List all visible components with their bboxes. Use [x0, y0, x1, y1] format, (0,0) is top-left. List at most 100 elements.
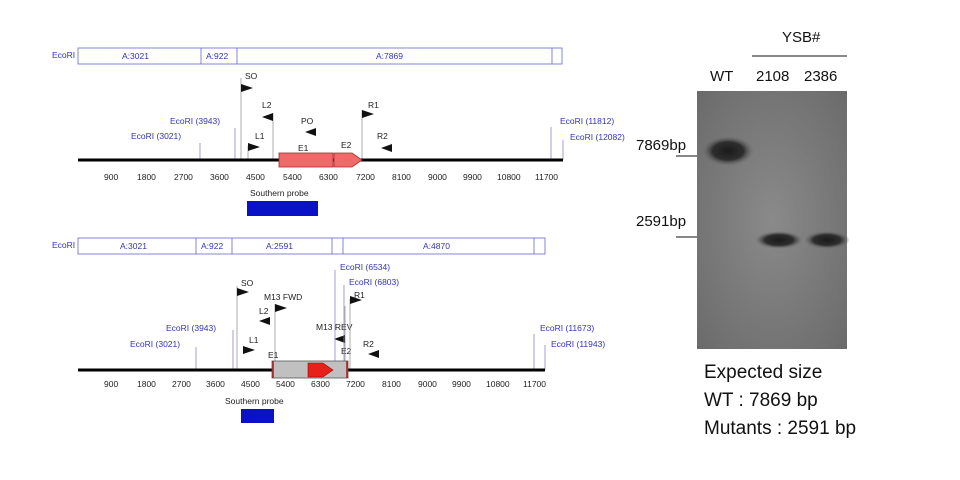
map2-probe-label: Southern probe [225, 396, 284, 406]
map2-site: EcoRI (3021) [130, 339, 180, 349]
svg-text:R2: R2 [363, 339, 374, 349]
note-wt: WT : 7869 bp [704, 390, 818, 411]
primer-l2: L2 [259, 306, 270, 325]
map1-exon-box [278, 152, 334, 168]
primer-m13-rev: M13 REV [316, 306, 353, 370]
svg-text:L1: L1 [249, 335, 259, 345]
map2-fragment-bar [77, 237, 546, 255]
expected-size-note: Expected size WT : 7869 bp Mutants : 259… [704, 359, 856, 443]
note-title: Expected size [704, 362, 823, 383]
gel-image [697, 91, 847, 349]
primer-r2: R2 [363, 339, 379, 358]
svg-text:4500: 4500 [246, 172, 265, 182]
map2-site: EcoRI (11943) [551, 339, 605, 349]
svg-text:9000: 9000 [418, 379, 437, 389]
svg-text:10800: 10800 [486, 379, 510, 389]
gel-lane-label: WT [710, 68, 733, 85]
svg-text:L2: L2 [259, 306, 269, 316]
map1-southern-probe [247, 201, 318, 216]
gel-band-wt [702, 136, 754, 166]
map2-site: EcoRI (3943) [166, 323, 216, 333]
map2-enzyme-label: EcoRI [52, 240, 75, 250]
svg-text:3600: 3600 [206, 379, 225, 389]
svg-text:6300: 6300 [319, 172, 338, 182]
exon-label-e2: E2 [341, 140, 352, 150]
svg-text:7200: 7200 [356, 172, 375, 182]
svg-text:L1: L1 [255, 131, 265, 141]
map2-fragment: A:3021 [120, 241, 147, 251]
svg-text:4500: 4500 [241, 379, 260, 389]
svg-text:SO: SO [241, 278, 254, 288]
primer-l1: L1 [243, 335, 259, 354]
mutant-map: EcoRI A:3021 A:922 A:2591 A:4870 SO M13 … [52, 237, 605, 423]
wildtype-map: EcoRI A:3021 A:922 A:7869 SO L2 L1 PO [52, 47, 625, 216]
map2-site: EcoRI (6534) [340, 262, 390, 272]
map2-axis-ticks: 900 1800 2700 3600 4500 5400 6300 7200 8… [104, 379, 546, 389]
svg-text:M13 FWD: M13 FWD [264, 292, 302, 302]
exon-label-e1: E1 [298, 143, 309, 153]
svg-text:11700: 11700 [535, 172, 558, 182]
exon-label-e2: E2 [341, 346, 352, 356]
map1-site: EcoRI (11812) [560, 116, 614, 126]
svg-text:8100: 8100 [392, 172, 411, 182]
svg-text:2700: 2700 [172, 379, 191, 389]
svg-text:1800: 1800 [137, 379, 156, 389]
svg-text:L2: L2 [262, 100, 272, 110]
map2-site: EcoRI (6803) [349, 277, 399, 287]
southern-blot-gel: YSB# WT 2108 2386 7869bp 2591bp [636, 29, 850, 349]
svg-text:R1: R1 [368, 100, 379, 110]
map1-probe-label: Southern probe [250, 188, 309, 198]
svg-text:5400: 5400 [276, 379, 295, 389]
svg-text:900: 900 [104, 172, 118, 182]
primer-r1: R1 [349, 290, 365, 370]
primer-r2: R2 [377, 131, 392, 152]
primer-l2: L2 [262, 100, 274, 160]
map1-site: EcoRI (3021) [131, 131, 181, 141]
svg-text:3600: 3600 [210, 172, 229, 182]
exon-label-e1: E1 [268, 350, 279, 360]
map1-exon-arrow [333, 152, 363, 168]
svg-text:900: 900 [104, 379, 118, 389]
map1-fragment: A:922 [206, 51, 228, 61]
gel-marker-label: 7869bp [636, 137, 686, 154]
map1-fragment: A:3021 [122, 51, 149, 61]
map1-axis-ticks: 900 1800 2700 3600 4500 5400 6300 7200 8… [104, 172, 558, 182]
svg-text:R1: R1 [354, 290, 365, 300]
gel-lane-label: 2108 [756, 68, 789, 85]
gel-marker-label: 2591bp [636, 213, 686, 230]
primer-so: SO [236, 278, 254, 370]
map1-enzyme-label: EcoRI [52, 50, 75, 60]
gel-band-2108 [755, 231, 803, 249]
primer-l1: L1 [247, 131, 265, 160]
svg-text:2700: 2700 [174, 172, 193, 182]
svg-text:1800: 1800 [137, 172, 156, 182]
svg-text:6300: 6300 [311, 379, 330, 389]
primer-so: SO [240, 71, 258, 160]
svg-text:10800: 10800 [497, 172, 521, 182]
primer-r1: R1 [361, 100, 379, 160]
map2-fragment: A:922 [201, 241, 223, 251]
svg-text:7200: 7200 [346, 379, 365, 389]
gel-band-2386 [804, 231, 850, 249]
map1-site: EcoRI (12082) [570, 132, 625, 142]
svg-text:M13 REV: M13 REV [316, 322, 353, 332]
primer-po: PO [301, 116, 316, 136]
svg-text:8100: 8100 [382, 379, 401, 389]
svg-text:9000: 9000 [428, 172, 447, 182]
gel-group-label: YSB# [782, 29, 821, 46]
map2-fragment: A:4870 [423, 241, 450, 251]
svg-text:SO: SO [245, 71, 258, 81]
map1-fragment: A:7869 [376, 51, 403, 61]
map2-marker-arrow [307, 362, 334, 378]
gel-lane-label: 2386 [804, 68, 837, 85]
svg-text:R2: R2 [377, 131, 388, 141]
map2-fragment: A:2591 [266, 241, 293, 251]
primer-m13-fwd: M13 FWD [264, 292, 302, 370]
svg-text:5400: 5400 [283, 172, 302, 182]
map1-fragment-bar [77, 47, 563, 65]
svg-text:9900: 9900 [452, 379, 471, 389]
note-mutants: Mutants : 2591 bp [704, 418, 857, 439]
map2-site: EcoRI (11673) [540, 323, 594, 333]
map2-southern-probe [241, 409, 274, 423]
